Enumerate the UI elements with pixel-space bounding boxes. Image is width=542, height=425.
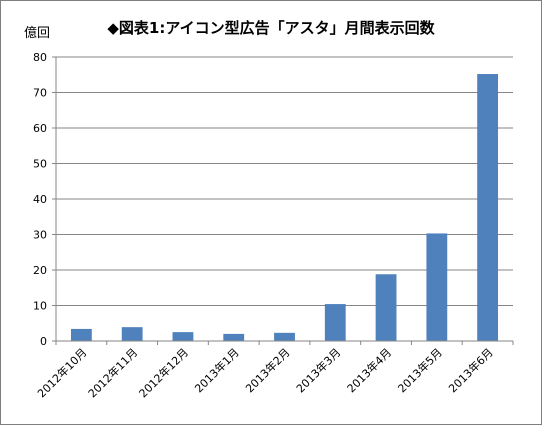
y-tick-label: 50 xyxy=(33,158,47,171)
x-tick-label: 2013年6月 xyxy=(446,345,496,395)
y-tick-label: 70 xyxy=(33,87,47,100)
y-tick-label: 40 xyxy=(33,193,47,206)
y-tick-label: 30 xyxy=(33,229,47,242)
x-tick-label: 2012年11月 xyxy=(85,345,140,400)
bar xyxy=(121,327,143,341)
bar xyxy=(477,74,499,341)
x-tick-label: 2013年5月 xyxy=(395,345,445,395)
bar xyxy=(70,328,92,341)
y-tick-label: 10 xyxy=(33,300,47,313)
bars xyxy=(70,74,499,341)
chart-title: ◆図表1:アイコン型広告「アスタ」月間表示回数 xyxy=(107,19,435,37)
bar xyxy=(223,333,245,341)
y-tick-label: 0 xyxy=(40,335,47,348)
bar xyxy=(172,332,194,341)
axes xyxy=(52,56,514,345)
y-unit-label: 億回 xyxy=(24,26,51,41)
bar xyxy=(375,274,397,341)
x-tick-label: 2013年4月 xyxy=(344,345,394,395)
y-tick-labels: 0 10 20 30 40 50 60 70 80 xyxy=(33,51,47,348)
x-tick-label: 2013年1月 xyxy=(192,345,242,395)
bar xyxy=(426,233,448,341)
x-tick-label: 2012年10月 xyxy=(34,345,89,400)
x-tick-label: 2012年12月 xyxy=(136,345,191,400)
x-tick-label: 2013年3月 xyxy=(293,345,343,395)
bar xyxy=(274,332,295,341)
x-tick-label: 2013年2月 xyxy=(242,345,292,395)
bar xyxy=(324,304,346,341)
y-tick-label: 60 xyxy=(33,122,47,135)
y-tick-label: 80 xyxy=(33,51,47,64)
y-tick-label: 20 xyxy=(33,264,47,277)
